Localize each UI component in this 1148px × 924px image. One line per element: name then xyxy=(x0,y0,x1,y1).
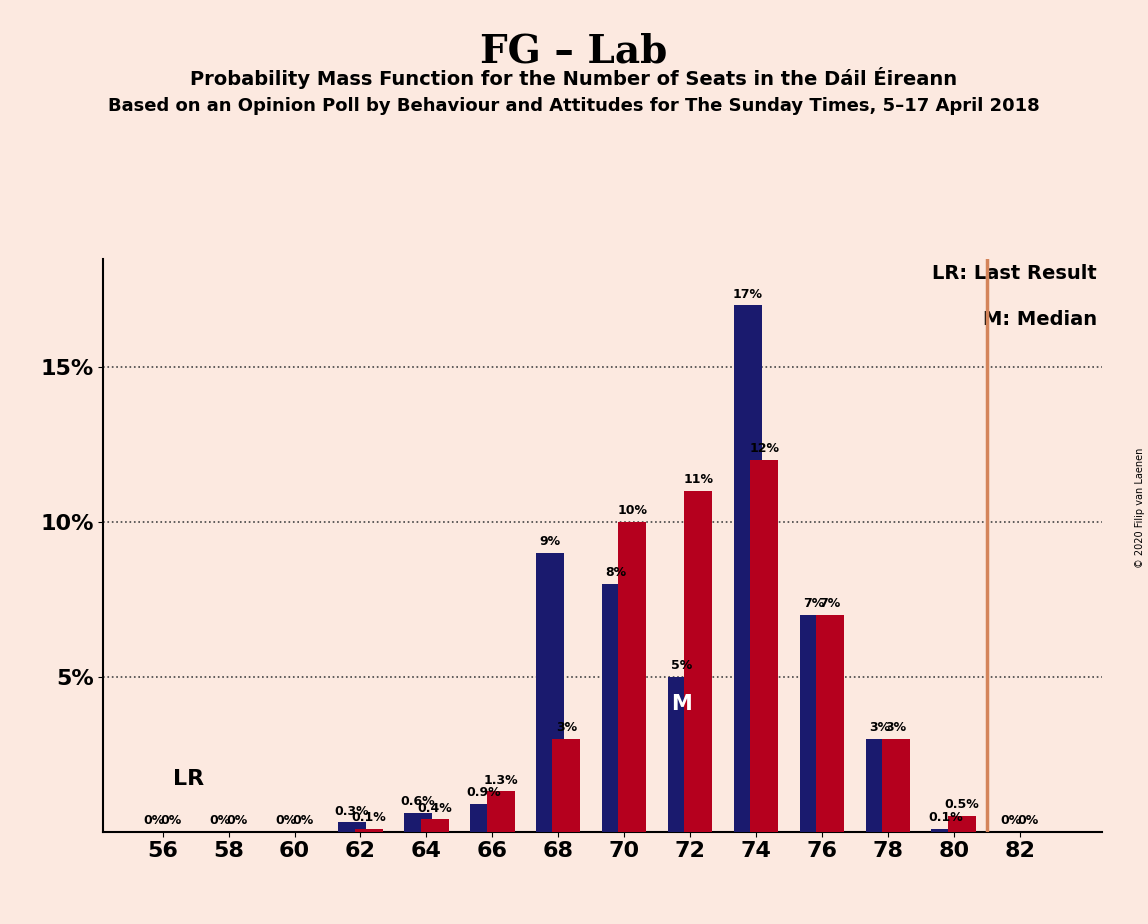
Text: 11%: 11% xyxy=(683,473,713,486)
Bar xyxy=(684,491,712,832)
Bar xyxy=(487,791,514,832)
Bar xyxy=(866,738,893,832)
Text: 12%: 12% xyxy=(750,443,779,456)
Text: 17%: 17% xyxy=(732,287,762,300)
Text: 0%: 0% xyxy=(292,814,313,827)
Text: 0.9%: 0.9% xyxy=(467,786,502,799)
Text: 0.3%: 0.3% xyxy=(335,805,370,818)
Text: 3%: 3% xyxy=(869,721,890,734)
Bar xyxy=(339,822,366,832)
Text: 10%: 10% xyxy=(618,505,647,517)
Text: 9%: 9% xyxy=(540,535,560,548)
Text: 0.1%: 0.1% xyxy=(351,811,386,824)
Bar xyxy=(536,553,564,832)
Text: Probability Mass Function for the Number of Seats in the Dáil Éireann: Probability Mass Function for the Number… xyxy=(191,67,957,89)
Bar xyxy=(619,522,646,832)
Text: 0%: 0% xyxy=(226,814,248,827)
Bar xyxy=(816,614,844,832)
Text: 1.3%: 1.3% xyxy=(483,773,518,786)
Bar xyxy=(404,813,432,832)
Text: 0%: 0% xyxy=(144,814,165,827)
Text: 0%: 0% xyxy=(1017,814,1039,827)
Bar xyxy=(552,738,581,832)
Text: 0%: 0% xyxy=(210,814,231,827)
Text: LR: LR xyxy=(172,769,203,789)
Bar xyxy=(882,738,910,832)
Text: M: M xyxy=(672,694,692,714)
Text: 0%: 0% xyxy=(161,814,181,827)
Text: 0.1%: 0.1% xyxy=(928,811,963,824)
Bar xyxy=(470,804,498,832)
Text: 0.4%: 0.4% xyxy=(417,801,452,815)
Text: 8%: 8% xyxy=(605,566,627,579)
Text: 3%: 3% xyxy=(556,721,577,734)
Text: 0.6%: 0.6% xyxy=(401,796,435,808)
Bar xyxy=(734,305,762,832)
Text: 3%: 3% xyxy=(885,721,907,734)
Text: 7%: 7% xyxy=(804,597,824,610)
Bar xyxy=(355,829,382,832)
Text: FG – Lab: FG – Lab xyxy=(480,32,668,70)
Bar xyxy=(602,584,630,832)
Text: 5%: 5% xyxy=(672,659,692,672)
Bar xyxy=(948,816,976,832)
Bar xyxy=(668,676,696,832)
Text: © 2020 Filip van Laenen: © 2020 Filip van Laenen xyxy=(1135,448,1145,568)
Text: 0%: 0% xyxy=(276,814,297,827)
Text: 7%: 7% xyxy=(820,597,840,610)
Bar xyxy=(931,829,960,832)
Text: 0.5%: 0.5% xyxy=(945,798,979,811)
Bar xyxy=(420,820,449,832)
Text: 0%: 0% xyxy=(1001,814,1022,827)
Bar xyxy=(800,614,828,832)
Text: LR: Last Result: LR: Last Result xyxy=(932,264,1097,284)
Bar xyxy=(750,460,778,832)
Text: Based on an Opinion Poll by Behaviour and Attitudes for The Sunday Times, 5–17 A: Based on an Opinion Poll by Behaviour an… xyxy=(108,97,1040,115)
Text: M: Median: M: Median xyxy=(983,310,1097,329)
